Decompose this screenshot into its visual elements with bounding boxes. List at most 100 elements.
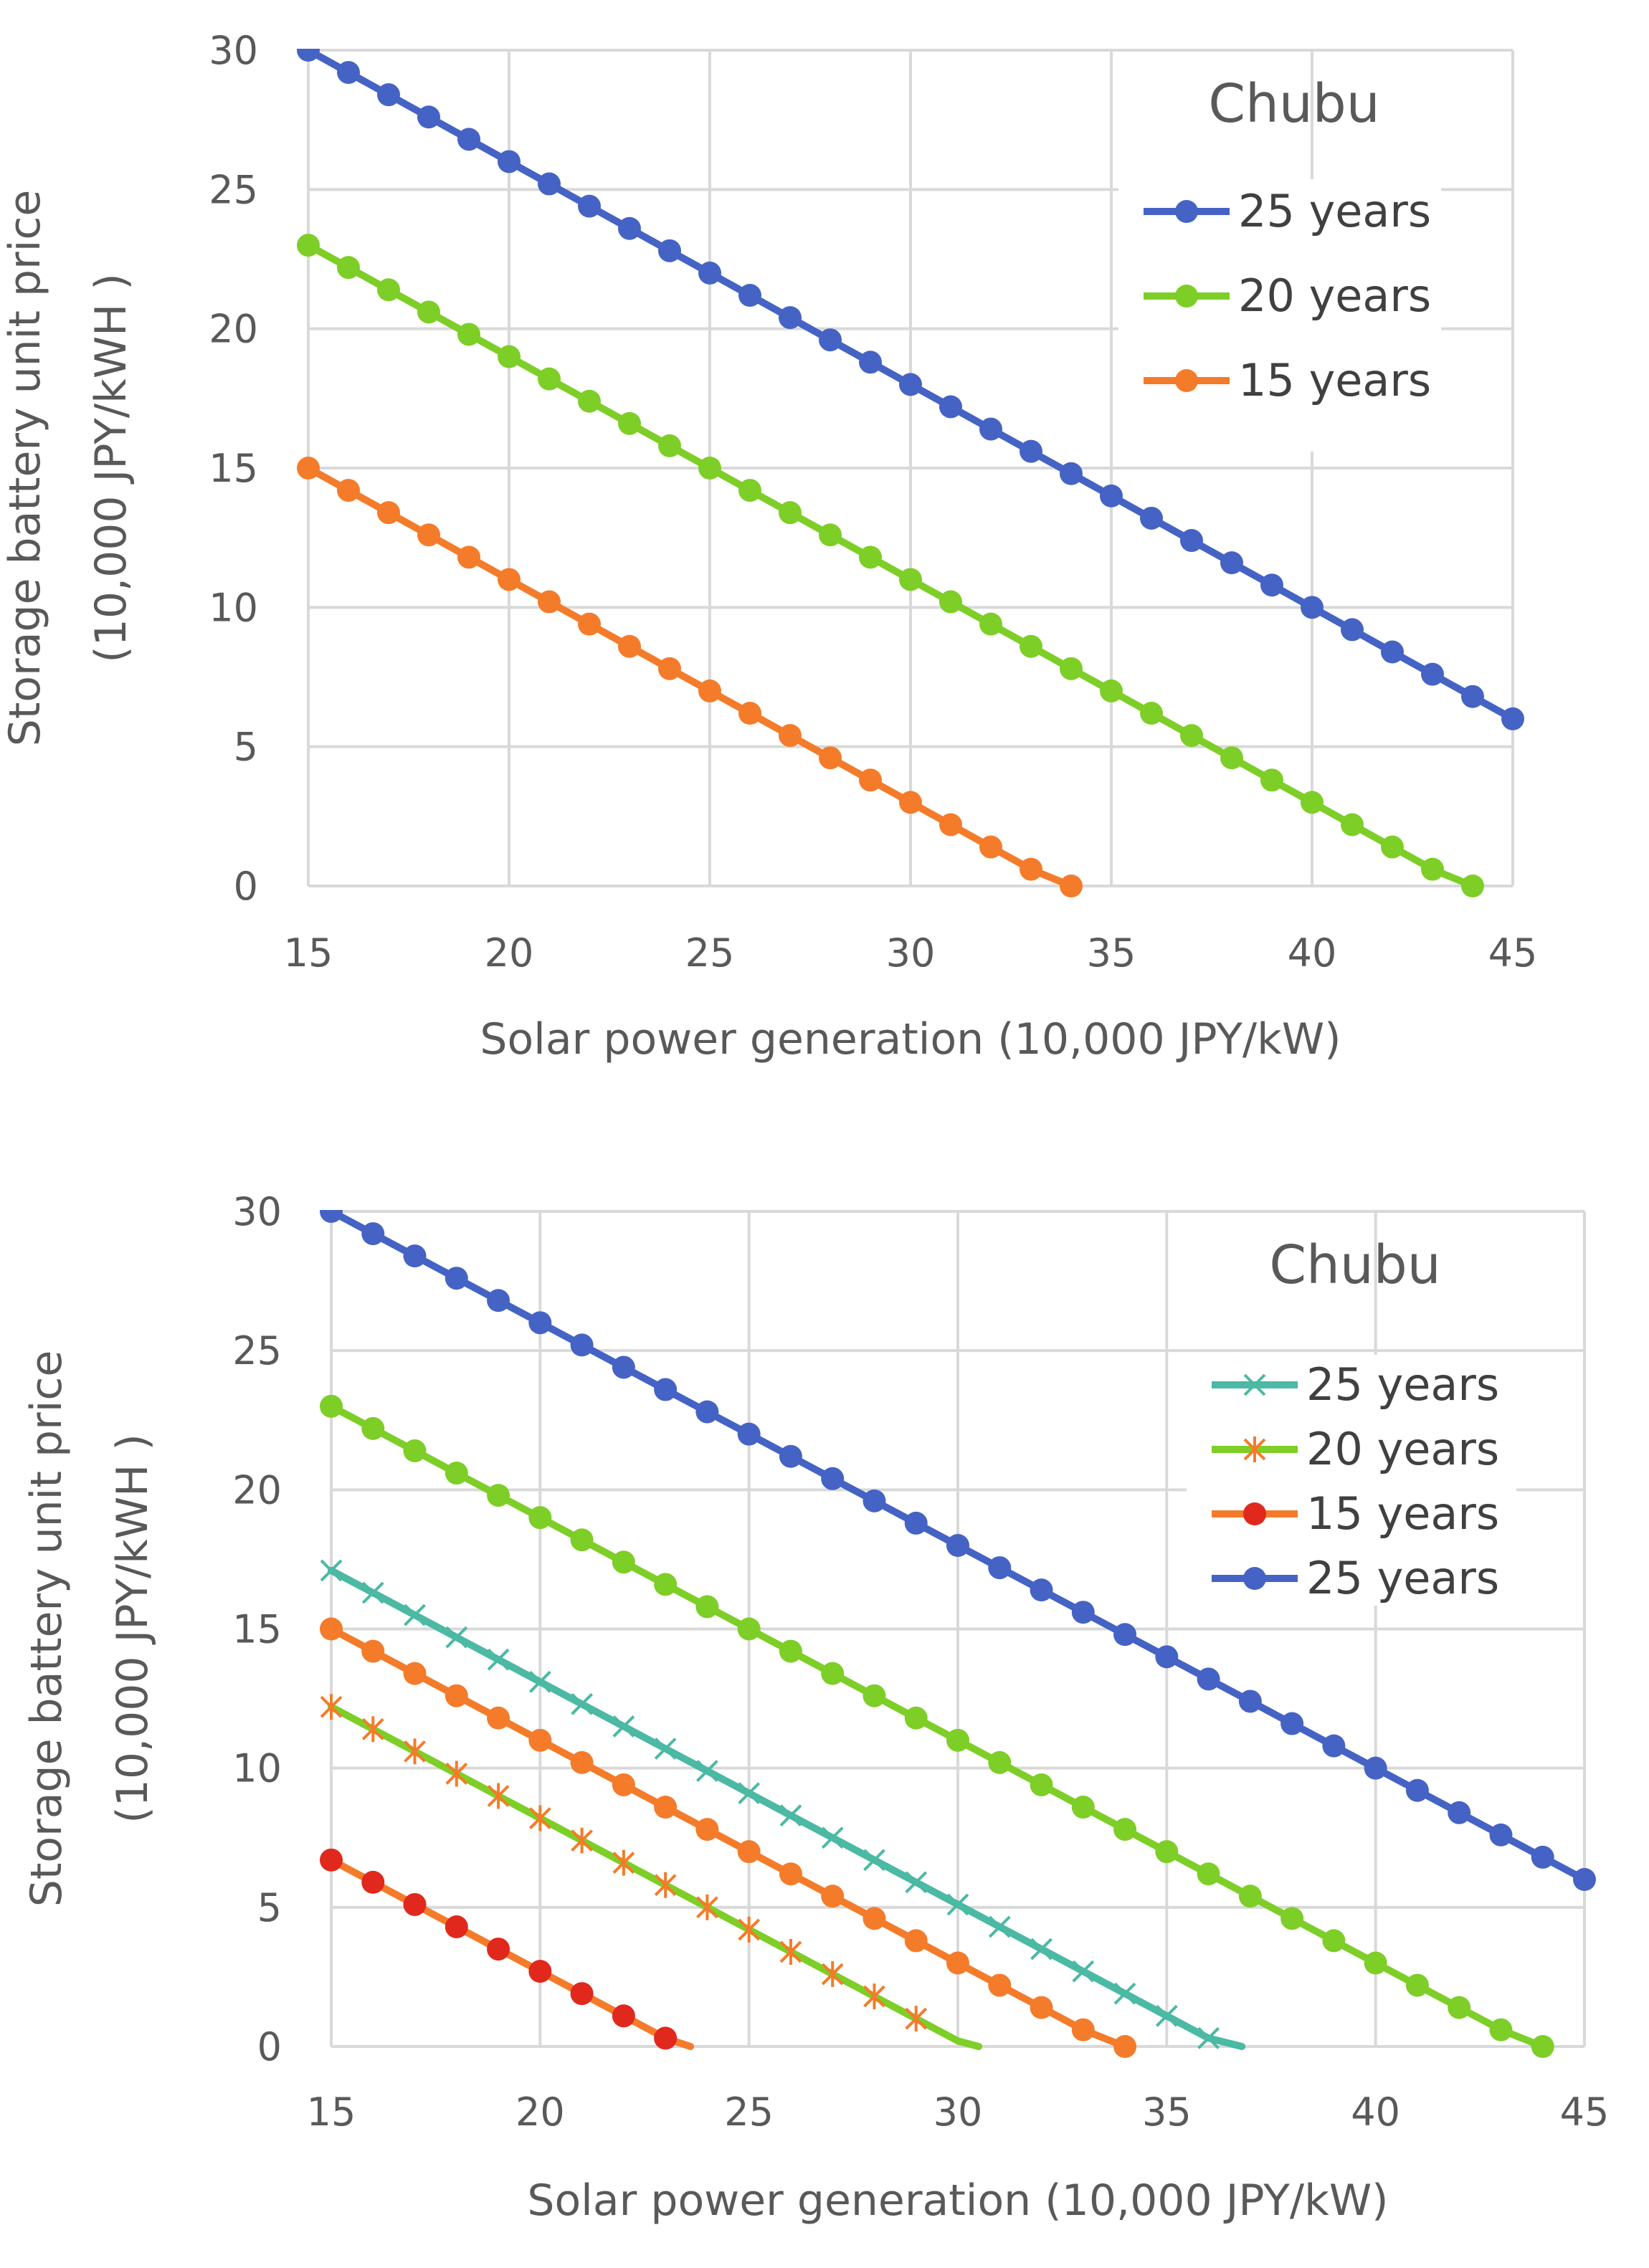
series-15-years (297, 457, 1083, 897)
data-point (1405, 1973, 1429, 1997)
data-point (1238, 1885, 1262, 1908)
data-point (1364, 1756, 1387, 1780)
data-point (1140, 506, 1163, 530)
data-point (612, 1773, 635, 1796)
legend-item: 15 years (1212, 1487, 1499, 1540)
y-tick-label: 15 (209, 446, 258, 491)
x-tick-label: 35 (1142, 2090, 1192, 2135)
data-point (1341, 813, 1364, 837)
data-point (738, 1782, 761, 1805)
legend-marker (1243, 1436, 1266, 1462)
data-point (946, 1951, 969, 1975)
chart-top: 15 20 25 30 35 40 45 0 5 10 15 20 25 30 Solar power ge… (0, 28, 1537, 1064)
data-point (859, 351, 882, 374)
data-point (403, 1892, 427, 1916)
legend-label: 20 years (1238, 270, 1431, 322)
data-point (612, 1715, 635, 1738)
data-point (498, 568, 521, 591)
data-point (1100, 679, 1123, 702)
legend-item: 25 years (1144, 185, 1431, 237)
data-point (1071, 1601, 1095, 1624)
data-point (1421, 857, 1444, 881)
data-point (1030, 1996, 1053, 2019)
data-point (445, 1915, 468, 1939)
data-point (1301, 596, 1324, 619)
data-point (1489, 2018, 1513, 2041)
data-point (905, 2006, 928, 2032)
data-point (377, 83, 400, 107)
legend-item: 25 years (1212, 1358, 1499, 1411)
data-point (939, 590, 962, 614)
data-point (863, 1983, 885, 2010)
data-point (1030, 1938, 1052, 1960)
data-point (738, 284, 761, 308)
data-point (862, 1684, 886, 1707)
data-point (695, 1818, 719, 1841)
y-tick-labels: 0 5 10 15 20 25 30 (232, 1189, 282, 2069)
data-point (1020, 634, 1042, 658)
legend-background (1187, 1355, 1516, 1606)
legend-item: 25 years (1212, 1552, 1499, 1604)
chart-title: Chubu (1269, 1234, 1440, 1296)
data-point (1322, 1929, 1346, 1953)
data-point (859, 545, 882, 569)
data-point (779, 1938, 802, 1965)
data-point (361, 1222, 385, 1246)
data-point (939, 395, 962, 419)
legend-background (1118, 179, 1441, 452)
data-point (337, 256, 360, 280)
data-point (1180, 529, 1203, 553)
data-point (654, 1796, 678, 1819)
x-tick-label: 45 (1488, 930, 1538, 976)
x-axis-title: Solar power generation (10,000 JPY/kW) (527, 2176, 1388, 2226)
series-layer (297, 49, 1524, 897)
data-point (404, 1738, 426, 1765)
data-point (538, 367, 561, 391)
data-point (297, 49, 320, 62)
data-point (779, 306, 802, 330)
legend-item: 20 years (1212, 1423, 1499, 1475)
data-point (377, 501, 400, 525)
data-point (695, 1760, 718, 1782)
data-point (1448, 1996, 1471, 2019)
data-point (1461, 685, 1484, 708)
data-point (904, 1706, 928, 1730)
data-point (297, 457, 320, 480)
data-point (946, 1534, 969, 1557)
data-point (1060, 462, 1083, 485)
data-point (361, 1870, 385, 1894)
legend: 25 years 20 years 15 years (1118, 179, 1441, 452)
legend-item: 20 years (1144, 270, 1431, 322)
data-point (618, 411, 641, 435)
data-point (737, 1840, 761, 1864)
data-point (445, 1267, 468, 1290)
legend-label: 25 years (1306, 1358, 1499, 1411)
series-unlabelled (320, 1394, 1554, 2058)
legend: 25 years 20 years 15 years 25 years (1187, 1355, 1516, 1606)
y-tick-label: 20 (232, 1467, 282, 1512)
legend-marker (1243, 1567, 1266, 1590)
data-point (403, 1439, 427, 1462)
y-axis-title: Storage battery unit price (0, 190, 50, 747)
data-point (1461, 875, 1484, 897)
data-point (618, 216, 641, 240)
data-point (1238, 1690, 1262, 1713)
data-point (337, 479, 360, 502)
data-point (320, 1559, 343, 1582)
data-point (570, 1333, 594, 1357)
data-point (487, 1289, 510, 1312)
data-point (570, 1982, 594, 2006)
y-axis-title: (10,000 JPY/kWH ) (86, 273, 136, 663)
data-point (988, 1750, 1012, 1774)
data-point (612, 2004, 635, 2028)
data-point (1405, 1778, 1429, 1802)
data-point (487, 1484, 510, 1507)
x-tick-label: 15 (307, 2090, 356, 2135)
data-point (1020, 857, 1042, 881)
legend-marker (1175, 200, 1198, 223)
x-axis-title: Solar power generation (10,000 JPY/kW) (480, 1014, 1341, 1064)
series-25-years (320, 1559, 1246, 2050)
data-point (979, 612, 1002, 636)
data-point (1197, 2026, 1220, 2049)
data-point (487, 1706, 510, 1730)
